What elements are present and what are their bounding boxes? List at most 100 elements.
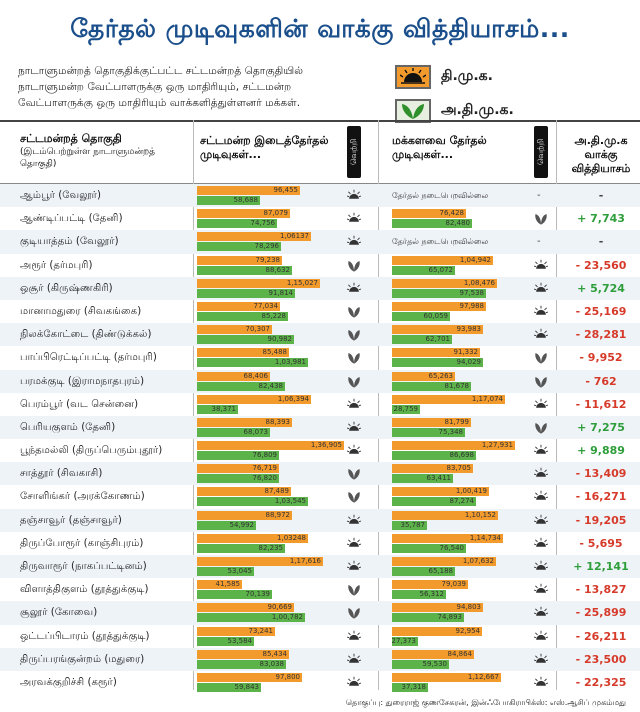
legend-item-admk: அ.தி.மு.க. (395, 96, 615, 126)
rising-sun-icon (533, 258, 549, 272)
loksabha-admk-value: 97,538 (459, 288, 485, 297)
byelection-admk-bar (197, 520, 256, 530)
loksabha-admk-bar (392, 404, 420, 414)
byelection-dmk-bar (197, 301, 280, 311)
byelection-admk-value: 74,756 (250, 219, 276, 228)
loksabha-admk-value: 82,480 (445, 219, 471, 228)
loksabha-dmk-bar (392, 487, 489, 497)
byelection-admk-bar (197, 497, 308, 507)
loksabha-admk-bar (392, 474, 453, 484)
loksabha-dmk-value: 94,803 (456, 603, 482, 612)
loksabha-dmk-value: 1,10,152 (464, 510, 496, 519)
table-row: ஒட்டப்பிடாரம் (தூத்துக்குடி) 73,241 53,584… (0, 625, 640, 648)
loksabha-dmk-bar (392, 278, 497, 288)
rising-sun-icon (533, 675, 549, 689)
constituency-name: மானாமதுரை (சிவகங்கை) (20, 305, 142, 317)
loksabha-admk-value: 27,373 (391, 636, 417, 645)
byelection-admk-value: 53,045 (227, 567, 253, 575)
margin-value: + 5,724 (577, 281, 625, 295)
byelection-dmk-bar (197, 348, 289, 358)
rising-sun-icon (346, 211, 362, 225)
loksabha-admk-bar (392, 543, 466, 553)
table-row: மானாமதுரை (சிவகங்கை) 77,034 85,228 97,988 60… (0, 300, 640, 323)
margin-value: - 25,899 (575, 606, 627, 620)
byelection-admk-bar (197, 451, 279, 461)
table-row: ஆண்டிப்பட்டி (தேனி) 87,079 74,756 76,428 82,… (0, 207, 640, 230)
byelection-admk-bar (197, 590, 272, 600)
loksabha-admk-bar (392, 427, 465, 437)
byelection-dmk-value: 1,06137 (280, 232, 309, 241)
table-row: திருப்போரூர் (காஞ்சிபுரம்) 1,03248 82,235 1… (0, 532, 640, 555)
loksabha-dmk-value: 93,983 (456, 325, 482, 334)
constituency-name: பெரம்பூர் (வட சென்னை) (20, 398, 139, 410)
loksabha-dmk-bar (392, 603, 483, 613)
constituency-name: பாப்பிரெட்டிப்பட்டி (தர்மபுரி) (20, 352, 157, 364)
loksabha-admk-value: 75,348 (438, 427, 464, 436)
byelection-admk-value: 68,073 (243, 427, 269, 436)
margin-value: - 16,271 (575, 490, 627, 504)
byelection-dmk-bar (197, 533, 308, 543)
margin-value: - 13,409 (575, 467, 627, 481)
byelection-admk-value: 90,982 (267, 335, 293, 344)
header-margin: அ.தி.மு.க வாக்கு வித்தியாசம் (571, 134, 631, 175)
byelection-admk-value: 38,371 (211, 404, 237, 413)
byelection-dmk-bar (197, 626, 275, 636)
constituency-name: சோளிங்கர் (அரக்கோணம்) (20, 491, 145, 503)
two-leaves-icon (534, 374, 548, 388)
byelection-admk-value: 58,688 (233, 196, 259, 204)
margin-value: - 25,169 (575, 304, 627, 318)
byelection-admk-value: 82,438 (258, 381, 284, 390)
margin-value: + 7,275 (577, 420, 625, 434)
loksabha-dmk-bar (392, 394, 505, 404)
byelection-admk-bar (197, 474, 279, 484)
two-leaves-icon (534, 211, 548, 225)
byelection-dmk-bar (197, 557, 323, 566)
byelection-admk-bar (197, 636, 254, 646)
constituency-name: பூந்தமல்லி (திருப்பெரும்புதூர்) (20, 445, 163, 457)
loksabha-dmk-bar (392, 672, 501, 682)
rising-sun-icon (533, 397, 549, 411)
loksabha-dmk-bar (392, 371, 455, 381)
loksabha-admk-value: 59,530 (422, 659, 448, 668)
byelection-admk-value: 1,00,782 (271, 613, 303, 622)
table-row: சோளிங்கர் (அரக்கோணம்) 87,489 1,03,545 1,00,… (0, 485, 640, 508)
margin-value: - 22,325 (575, 675, 627, 689)
loksabha-dmk-bar (392, 301, 486, 311)
byelection-dmk-bar (197, 603, 294, 613)
rising-sun-icon (533, 605, 549, 619)
loksabha-dmk-value: 1,07,632 (462, 557, 494, 565)
two-leaves-icon (347, 304, 361, 318)
constituency-name: ஆம்பூர் (வேலூர்) (20, 190, 101, 201)
table-row: நிலக்கோட்டை (திண்டுக்கல்) 70,307 90,982 93,… (0, 323, 640, 347)
loksabha-admk-bar (392, 451, 476, 461)
constituency-name: குடியாத்தம் (வேலூர்) (20, 236, 119, 248)
loksabha-dmk-value: 91,332 (453, 348, 479, 357)
rising-sun-icon (533, 466, 549, 480)
win-tag-byelection: வெற்றி (347, 126, 361, 178)
rising-sun-icon (346, 629, 362, 643)
loksabha-admk-value: 62,701 (425, 335, 451, 344)
loksabha-dmk-bar (392, 533, 503, 543)
constituency-name: அரவக்குறிச்சி (கரூர்) (20, 676, 117, 688)
byelection-dmk-value: 96,455 (273, 186, 299, 194)
byelection-dmk-value: 88,393 (265, 417, 291, 426)
byelection-admk-value: 54,992 (229, 520, 255, 529)
legend: தி.மு.க. அ.தி.மு.க. (395, 62, 615, 126)
two-leaves-icon (534, 420, 548, 434)
margin-value: - 9,952 (579, 351, 623, 365)
table-row: தஞ்சாவூர் (தஞ்சாவூர்) 88,972 54,992 1,10,15… (0, 508, 640, 532)
loksabha-admk-value: 65,072 (428, 265, 454, 274)
loksabha-dmk-value: 81,799 (444, 417, 470, 426)
loksabha-dmk-bar (392, 441, 515, 451)
loksabha-admk-bar (392, 590, 446, 600)
rising-sun-icon (533, 652, 549, 666)
byelection-admk-value: 88,632 (265, 265, 291, 274)
loksabha-admk-value: 87,274 (449, 497, 475, 506)
loksabha-admk-bar (392, 613, 464, 623)
byelection-dmk-value: 73,241 (248, 626, 274, 635)
table-row: பூந்தமல்லி (திருப்பெரும்புதூர்) 1,36,905 7… (0, 439, 640, 462)
divider (193, 120, 194, 690)
byelection-dmk-bar (197, 325, 272, 335)
loksabha-dmk-value: 76,428 (439, 209, 465, 218)
rising-sun-icon (346, 397, 362, 411)
